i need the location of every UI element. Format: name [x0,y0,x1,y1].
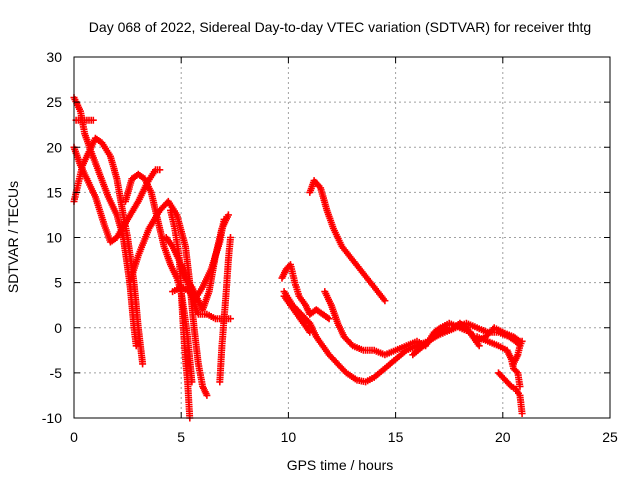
series-markers [409,319,524,359]
series-arc-19 [495,369,526,417]
x-tick-label: 0 [70,429,78,445]
series-arc-15 [306,177,389,305]
series-markers [280,292,314,336]
series-arc-17 [409,319,524,359]
series-markers [495,369,526,417]
series-markers [278,261,333,323]
chart-title: Day 068 of 2022, Sidereal Day-to-day VTE… [89,19,591,35]
series-markers [306,177,389,305]
series-arc-04 [72,116,97,124]
y-tick-label: -10 [42,410,62,426]
y-axis-title: SDTVAR / TECUs [5,181,21,293]
axis-ticks: 0 5 10 15 20 25 -10 -5 0 5 10 15 20 25 30 [42,49,618,445]
series-arc-11 [216,234,234,386]
y-tick-label: 30 [46,49,62,65]
y-tick-label: 5 [54,275,62,291]
x-tick-label: 5 [177,429,185,445]
series-arc-12 [278,261,333,323]
series-markers [72,116,97,124]
x-tick-label: 25 [602,429,618,445]
x-tick-label: 20 [495,429,511,445]
y-tick-label: 0 [54,320,62,336]
series-arc-20 [510,337,526,368]
series-markers [510,337,526,368]
x-tick-label: 10 [281,429,297,445]
y-tick-label: 20 [46,139,62,155]
series-arc-14 [280,292,314,336]
x-tick-label: 15 [388,429,404,445]
x-axis-title: GPS time / hours [287,457,394,473]
y-tick-label: 25 [46,94,62,110]
y-tick-label: 15 [46,184,62,200]
y-tick-label: 10 [46,230,62,246]
y-tick-label: -5 [50,365,63,381]
series-markers [216,234,234,386]
